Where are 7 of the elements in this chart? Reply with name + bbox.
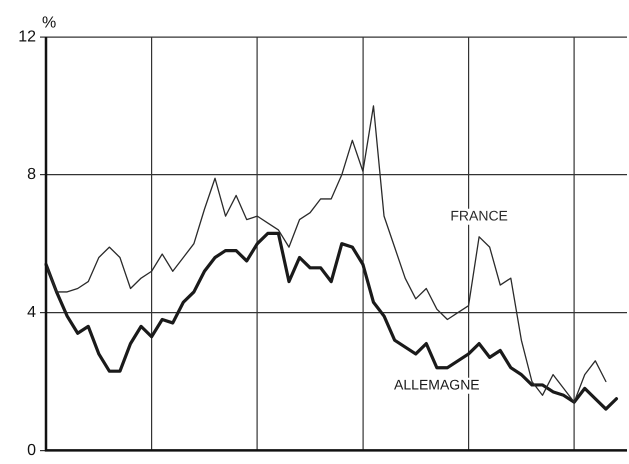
y-tick-label: 4 (27, 304, 36, 322)
y-tick-label: 8 (27, 166, 36, 184)
series-label: ALLEMAGNE (394, 376, 480, 393)
y-tick-label: 0 (27, 442, 36, 459)
y-axis-title: % (42, 14, 56, 32)
series-label: FRANCE (450, 208, 508, 224)
y-tick-label: 12 (18, 28, 36, 46)
